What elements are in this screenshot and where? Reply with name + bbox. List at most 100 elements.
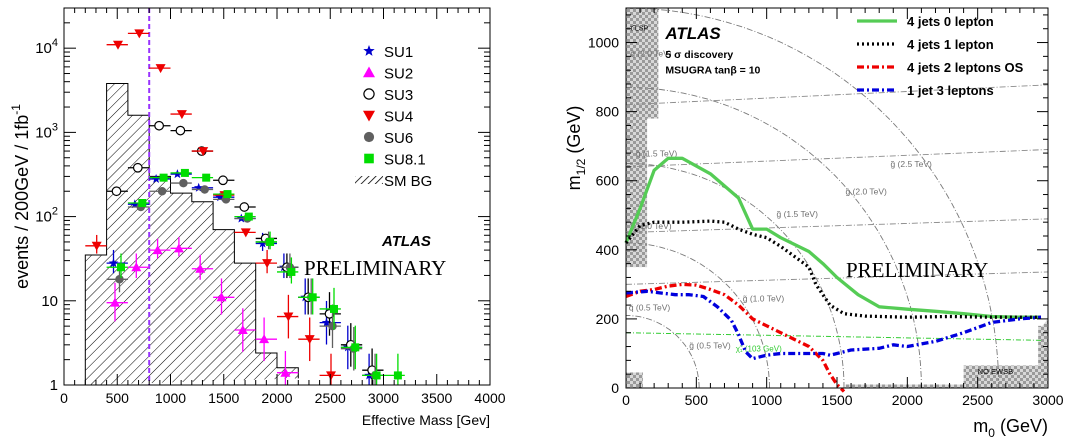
data-point bbox=[330, 304, 338, 313]
legend-label: 4 jets 1 lepton bbox=[907, 37, 994, 52]
legend-hatch-sm-bg bbox=[355, 176, 383, 184]
data-point bbox=[308, 293, 317, 302]
data-point bbox=[262, 259, 273, 269]
data-point bbox=[266, 237, 275, 246]
data-point bbox=[195, 263, 206, 273]
effective-mass-histogram: 0 500 1000 1500 2000 2500 3000 3500 4000 1 10 102 10… bbox=[9, 7, 506, 428]
gluino-label: g̃ (1.5 TeV) bbox=[776, 209, 818, 219]
data-point bbox=[115, 275, 124, 284]
legend-marker-su4 bbox=[363, 110, 375, 122]
chargino-label: χ̃₁ (103 GeV) bbox=[736, 345, 782, 354]
legend-marker-su81 bbox=[364, 153, 374, 164]
squark-label: q̃ (1.5 TeV) bbox=[636, 149, 678, 159]
data-point bbox=[372, 371, 381, 380]
x-axis-label: m0 (GeV) bbox=[973, 416, 1048, 440]
y-axis-label-exponent: -1 bbox=[9, 104, 23, 115]
squark-label: q̃ (1.0 TeV) bbox=[630, 221, 672, 231]
lsp-region-low bbox=[626, 372, 643, 388]
data-point bbox=[218, 175, 228, 186]
legend-label: 4 jets 2 leptons OS bbox=[907, 60, 1024, 75]
data-point bbox=[134, 29, 145, 39]
data-point bbox=[159, 173, 168, 182]
legend-label-sm-bg: SM BG bbox=[384, 173, 432, 190]
legend-label-su6: SU6 bbox=[384, 130, 413, 147]
legend: SU1 SU2 SU3 SU4 SU6 SU8.1 SM BG bbox=[355, 44, 432, 190]
data-point bbox=[132, 162, 143, 173]
data-point bbox=[240, 228, 251, 238]
x-tick-label: 4000 bbox=[474, 390, 505, 406]
subtitle-line-2: MSUGRA tanβ = 10 bbox=[665, 65, 760, 77]
legend-label-su4: SU4 bbox=[384, 109, 413, 126]
discovery-curves bbox=[624, 156, 1042, 393]
data-point bbox=[280, 367, 291, 377]
x-tick-label: 0 bbox=[622, 392, 630, 408]
x-tick-label: 3000 bbox=[368, 390, 399, 406]
subtitle-line-1: 5 σ discovery bbox=[665, 49, 733, 61]
legend-marker-su6 bbox=[363, 131, 375, 143]
data-point bbox=[117, 263, 125, 272]
data-point bbox=[151, 173, 161, 183]
lsp-label: τ̃ LSP bbox=[630, 25, 648, 32]
x-tick-label: 1000 bbox=[155, 390, 186, 406]
atlas-label: ATLAS bbox=[664, 24, 721, 43]
data-point bbox=[130, 199, 140, 209]
data-point bbox=[223, 190, 232, 199]
x-tick-label: 1500 bbox=[821, 392, 852, 408]
squark-mass-contour bbox=[625, 218, 1049, 233]
legend-label-su81: SU8.1 bbox=[384, 152, 426, 169]
data-point bbox=[110, 297, 120, 307]
data-point bbox=[155, 64, 166, 74]
squark-mass-contour bbox=[625, 84, 1049, 106]
x-tick-label: 500 bbox=[106, 390, 130, 406]
curve-4j1l bbox=[624, 219, 1041, 319]
discovery-reach-plot: q̃ (2.0 TeV) q̃ (1.5 TeV) q̃ (1.0 TeV) q̃ (… bbox=[564, 7, 1064, 440]
gluino-label: g̃ (2.0 TeV) bbox=[845, 187, 887, 197]
data-point bbox=[157, 186, 167, 196]
x-tick-label: 2000 bbox=[892, 392, 923, 408]
legend-label-su3: SU3 bbox=[384, 87, 413, 104]
y-tick-label: 600 bbox=[596, 173, 620, 189]
gluino-label: g̃ (0.5 TeV) bbox=[689, 340, 731, 350]
sm-background-histogram bbox=[84, 83, 299, 385]
y-tick-label: 400 bbox=[596, 242, 620, 258]
x-axis-label: Effective Mass [Gev] bbox=[362, 412, 490, 428]
chargino-contour bbox=[625, 332, 1041, 341]
x-tick-label: 3000 bbox=[1032, 392, 1063, 408]
legend: 4 jets 0 lepton 4 jets 1 lepton 4 jets 2 l… bbox=[857, 14, 1024, 98]
data-point bbox=[113, 40, 123, 50]
data-point bbox=[200, 185, 209, 194]
data-point bbox=[304, 335, 315, 345]
no-ewsb-region bbox=[845, 318, 1048, 388]
series-su81 bbox=[106, 168, 405, 385]
data-point bbox=[283, 312, 294, 322]
legend-label: 1 jet 3 leptons bbox=[907, 83, 994, 98]
gluino-mass-contour bbox=[625, 163, 845, 389]
data-point bbox=[173, 243, 184, 253]
x-tick-label: 2000 bbox=[261, 390, 292, 406]
data-point bbox=[259, 334, 270, 344]
y-tick-label: 1000 bbox=[588, 35, 619, 51]
data-point bbox=[351, 343, 360, 352]
x-tick-label: 2500 bbox=[315, 390, 346, 406]
data-point bbox=[202, 173, 211, 182]
x-tick-label: 2500 bbox=[962, 392, 993, 408]
gluino-label: g̃ (2.5 TeV) bbox=[890, 159, 932, 169]
curve-1j3l bbox=[625, 289, 1042, 361]
data-point bbox=[91, 241, 102, 251]
curve-4j0l bbox=[624, 156, 1041, 319]
legend-label-su1: SU1 bbox=[384, 44, 413, 61]
gluino-mass-contour bbox=[625, 242, 770, 389]
y-tick-label: 800 bbox=[596, 104, 620, 120]
gluino-mass-contour bbox=[625, 87, 922, 389]
data-point bbox=[179, 178, 188, 188]
series-su2 bbox=[106, 237, 299, 385]
data-point bbox=[244, 212, 253, 221]
gluino-label: g̃ (1.0 TeV) bbox=[742, 294, 784, 304]
axes: 0 500 1000 1500 2000 2500 3000 0 200 400 600 800 100… bbox=[588, 8, 1064, 408]
y-axis-label: events / 200GeV / 1fb-1 bbox=[9, 104, 32, 289]
data-point bbox=[287, 267, 296, 276]
lsp-region bbox=[626, 8, 659, 119]
data-point bbox=[326, 371, 336, 381]
y-tick-label: 200 bbox=[596, 311, 620, 327]
x-tick-label: 1000 bbox=[751, 392, 782, 408]
